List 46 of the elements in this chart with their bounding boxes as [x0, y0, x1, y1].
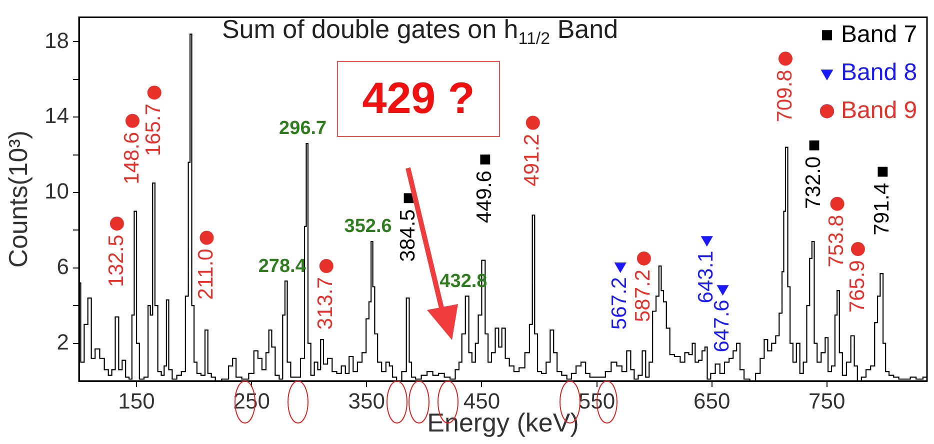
point: [850, 242, 865, 256]
x-tick-label: 150: [118, 388, 155, 414]
point: [110, 216, 124, 231]
legend-label: Band 9: [841, 96, 918, 124]
point: [319, 259, 334, 274]
point: [809, 140, 820, 150]
y-axis-title: Counts(10³): [2, 130, 33, 268]
annotation: 791.4: [870, 182, 894, 236]
annotation: 148.6: [120, 132, 144, 184]
annotation: 132.5: [104, 234, 128, 288]
y-tick-label: 2: [56, 329, 69, 354]
point: [878, 166, 888, 177]
annotation: 647.6: [710, 300, 734, 352]
legend-label: Band 8: [841, 58, 918, 86]
annotation: 429 ?: [337, 61, 500, 137]
annotation: 491.2: [520, 134, 544, 186]
annotation: 449.6: [472, 170, 496, 224]
x-tick-label: 750: [808, 388, 846, 414]
chart-title: Sum of double gates on h$_{11/2}$ Band: [220, 14, 620, 50]
annotation: 352.6: [344, 216, 392, 238]
point: [200, 230, 214, 245]
legend-label: Band 7: [841, 20, 918, 48]
annotation: 165.7: [142, 104, 166, 156]
annotation: 732.0: [802, 156, 826, 209]
point: [778, 52, 792, 66]
y-tick-label: 6: [56, 254, 69, 279]
annotation: 587.2: [632, 269, 655, 322]
annotation: 313.7: [314, 277, 338, 330]
point: [147, 86, 162, 100]
annotation: 296.7: [279, 118, 327, 140]
annotation: 211.0: [194, 248, 218, 300]
point: [480, 154, 490, 164]
y-tick-label: 14: [44, 103, 69, 128]
annotation: 765.9: [846, 260, 869, 313]
annotation: 709.8: [773, 70, 796, 122]
annotation: 567.2: [608, 277, 632, 330]
point: [636, 251, 651, 266]
annotation: 753.8: [825, 214, 848, 268]
annotation: 384.5: [396, 209, 420, 262]
y-tick-label: 18: [44, 28, 69, 53]
y-tick-label: 10: [44, 178, 69, 204]
point: [830, 196, 844, 211]
point: [526, 116, 540, 130]
x-tick-label: 650: [693, 388, 730, 414]
x-tick-label: 350: [348, 388, 386, 414]
point: [126, 114, 140, 128]
